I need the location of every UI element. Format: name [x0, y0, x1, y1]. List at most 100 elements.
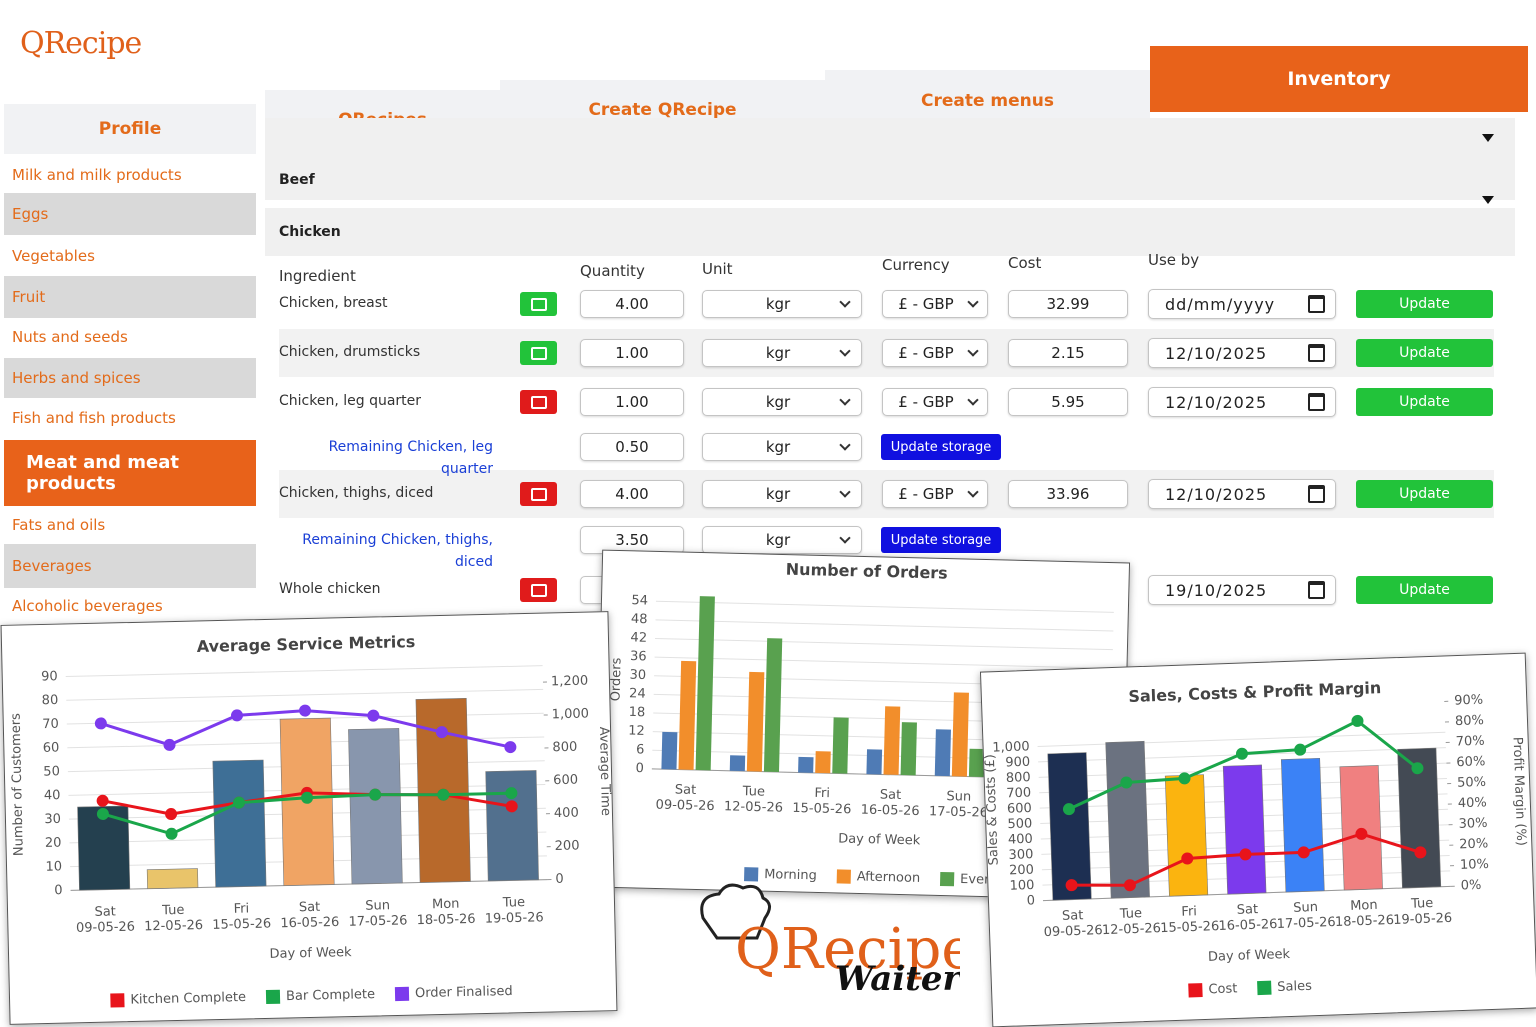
remaining-label[interactable]: Remaining Chicken, leg quarter: [281, 436, 493, 480]
sidebar-item[interactable]: Beverages: [4, 544, 256, 588]
update-button[interactable]: Update: [1356, 576, 1493, 604]
date-value: 12/10/2025: [1165, 485, 1267, 504]
chart-title: Average Service Metrics: [197, 632, 416, 656]
y2-tick-label: 1,000: [552, 707, 590, 723]
y-tick-label: 6: [636, 742, 645, 757]
unit-select[interactable]: kgr: [702, 433, 862, 461]
y-tick-label: 60: [43, 740, 60, 755]
y-tick-label: 400: [1008, 832, 1033, 848]
row-icon[interactable]: [520, 390, 557, 414]
row-icon[interactable]: [520, 341, 557, 365]
bar: [815, 751, 831, 773]
y2-tick-label: 600: [553, 773, 578, 789]
chevron: [839, 394, 850, 405]
legend-swatch: [395, 987, 409, 1001]
quantity-input[interactable]: 0.50: [580, 433, 684, 461]
point: [1294, 743, 1306, 755]
sidebar-item[interactable]: Fruit: [4, 276, 256, 318]
sidebar-item[interactable]: Fats and oils: [4, 506, 256, 544]
remaining-label[interactable]: Remaining Chicken, thighs, diced: [281, 529, 493, 573]
unit-select[interactable]: kgr: [702, 526, 862, 554]
toggle-arrow[interactable]: [1482, 134, 1494, 142]
sidebar-item[interactable]: Fish and fish products: [4, 398, 256, 438]
grid-line: [66, 689, 543, 700]
section-header[interactable]: Chicken: [265, 208, 1515, 256]
update-storage-button[interactable]: Update storage: [881, 527, 1001, 553]
cost-input[interactable]: 5.95: [1008, 388, 1128, 416]
x-tick-label: Tue19-05-26: [484, 895, 544, 927]
x-axis-title: Day of Week: [1208, 947, 1291, 965]
cost-input[interactable]: 32.99: [1008, 290, 1128, 318]
collapse-bar: [265, 118, 1515, 160]
logo[interactable]: QRecipe: [20, 26, 141, 61]
legend-swatch: [1188, 983, 1202, 997]
sidebar-item[interactable]: Eggs: [4, 193, 256, 235]
update-button[interactable]: Update: [1356, 388, 1493, 416]
row-icon[interactable]: [520, 482, 557, 506]
chevron: [967, 296, 978, 307]
legend-swatch: [266, 990, 280, 1004]
x-axis-title: Day of Week: [269, 945, 352, 962]
x-tick-label: Fri15-05-26: [212, 901, 272, 933]
chevron: [967, 486, 978, 497]
currency-select[interactable]: £ - GBP: [882, 480, 988, 508]
date-input[interactable]: 12/10/2025: [1148, 338, 1336, 368]
y2-tick-label: 20%: [1459, 836, 1488, 852]
date-input[interactable]: 19/10/2025: [1148, 575, 1336, 605]
y2-axis-title: Profit Margin (%): [1510, 737, 1529, 847]
unit-select[interactable]: kgr: [702, 388, 862, 416]
x-tick-label: Sun17-05-26: [929, 789, 989, 821]
cost-input[interactable]: 33.96: [1008, 480, 1128, 508]
toggle-arrow[interactable]: [1482, 196, 1494, 204]
update-button[interactable]: Update: [1356, 339, 1493, 367]
sidebar-item[interactable]: Herbs and spices: [4, 358, 256, 398]
point: [299, 704, 311, 716]
row-icon[interactable]: [520, 292, 557, 316]
sidebar-item[interactable]: Milk and milk products: [4, 156, 256, 194]
date-input[interactable]: dd/mm/yyyy: [1148, 289, 1336, 319]
y-tick-label: 100: [1009, 878, 1034, 894]
unit-select[interactable]: kgr: [702, 339, 862, 367]
cost-input[interactable]: 2.15: [1008, 339, 1128, 367]
sidebar-item[interactable]: Nuts and seeds: [4, 318, 256, 356]
section-header[interactable]: Beef: [265, 160, 1515, 200]
y-tick-label: 10: [45, 859, 62, 874]
sidebar-item[interactable]: Alcoholic beverages: [4, 588, 256, 624]
currency-select[interactable]: £ - GBP: [882, 339, 988, 367]
point: [504, 741, 516, 753]
bar: [952, 692, 969, 776]
row-icon[interactable]: [520, 578, 557, 602]
date-value: 12/10/2025: [1165, 393, 1267, 412]
currency-select[interactable]: £ - GBP: [882, 290, 988, 318]
sidebar-item[interactable]: Meat and meat products: [4, 440, 256, 506]
nav-tab[interactable]: Inventory: [1150, 46, 1528, 112]
date-input[interactable]: 12/10/2025: [1148, 387, 1336, 417]
x-tick-label: Mon18-05-26: [1334, 897, 1394, 930]
date-value: 12/10/2025: [1165, 344, 1267, 363]
legend-label: Sales: [1277, 979, 1312, 995]
date-input[interactable]: 12/10/2025: [1148, 479, 1336, 509]
sidebar-item[interactable]: Vegetables: [4, 236, 256, 276]
y-tick-label: 200: [1009, 863, 1034, 879]
bar: [1340, 765, 1383, 890]
unit-select[interactable]: kgr: [702, 290, 862, 318]
y2-axis-title: Average Time: [596, 726, 613, 816]
quantity-input[interactable]: 4.00: [580, 480, 684, 508]
update-button[interactable]: Update: [1356, 290, 1493, 318]
quantity-input[interactable]: 4.00: [580, 290, 684, 318]
point: [1236, 748, 1248, 760]
column-header: Use by: [1148, 251, 1199, 269]
quantity-input[interactable]: 1.00: [580, 388, 684, 416]
currency-select[interactable]: £ - GBP: [882, 388, 988, 416]
y-tick-label: 0: [54, 883, 63, 898]
update-storage-button[interactable]: Update storage: [881, 434, 1001, 460]
unit-select[interactable]: kgr: [702, 480, 862, 508]
update-button[interactable]: Update: [1356, 480, 1493, 508]
bar: [678, 661, 696, 770]
y-tick-label: 600: [1007, 801, 1032, 817]
y-tick-label: 80: [42, 693, 59, 708]
quantity-input[interactable]: 1.00: [580, 339, 684, 367]
nav-tab[interactable]: Profile: [4, 104, 256, 154]
